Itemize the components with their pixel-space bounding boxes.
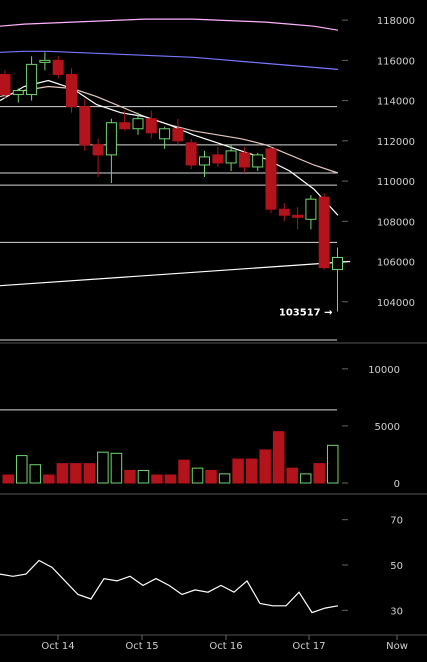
volume-bar xyxy=(259,449,271,484)
volume-bar xyxy=(205,469,217,484)
candle-body xyxy=(26,63,38,96)
volume-bar xyxy=(286,467,298,484)
price-axis-label: 116000 xyxy=(377,56,415,67)
candle-body xyxy=(0,73,11,96)
volume-bar xyxy=(83,463,96,484)
price-axis-label: 118000 xyxy=(377,16,415,27)
candle-body xyxy=(199,156,210,166)
oscillator-axis-label: 50 xyxy=(390,561,403,572)
x-axis: Oct 14 Oct 15 Oct 16 Oct 17 Now xyxy=(41,635,408,652)
price-annotation: 103517 → xyxy=(279,307,333,318)
x-axis-label: Oct 17 xyxy=(292,641,325,652)
volume-bar xyxy=(70,463,82,484)
volume-bar xyxy=(16,455,28,484)
x-axis-label: Now xyxy=(386,641,408,652)
volume-bar xyxy=(245,458,258,484)
candle-body xyxy=(92,144,104,156)
candle-body xyxy=(132,118,144,130)
volume-bar xyxy=(29,464,42,484)
volume-bar xyxy=(43,474,55,484)
candle-body xyxy=(265,148,277,210)
volume-bar xyxy=(191,467,204,484)
candle-body xyxy=(39,59,51,63)
candle-body xyxy=(225,150,237,164)
volume-bar xyxy=(97,451,109,484)
price-axis-label: 108000 xyxy=(377,217,415,228)
volume-bar xyxy=(218,473,231,484)
volume-bar xyxy=(124,469,136,484)
price-axis-label: 104000 xyxy=(377,298,415,309)
candle-body xyxy=(305,198,317,220)
price-series-line xyxy=(0,50,339,70)
price-axis-label: 112000 xyxy=(377,137,415,148)
x-axis-label: Oct 14 xyxy=(41,641,74,652)
x-axis-label: Oct 15 xyxy=(125,641,158,652)
price-series-line xyxy=(0,260,351,287)
candle-body xyxy=(238,152,250,168)
volume-bar xyxy=(326,444,339,484)
price-series-line xyxy=(0,79,339,216)
candle-body xyxy=(212,154,224,164)
candle-body xyxy=(145,118,157,134)
oscillator-panel: 30 50 70 xyxy=(0,516,403,617)
candle-body xyxy=(318,196,330,269)
volume-bar xyxy=(56,463,69,484)
price-panel: 104000 106000 108000 110000 112000 114000 1160… xyxy=(0,16,415,341)
candle-body xyxy=(292,214,304,218)
candle-body xyxy=(252,154,264,168)
price-axis-label: 106000 xyxy=(377,258,415,269)
volume-bar xyxy=(313,463,325,484)
candle-body xyxy=(159,128,171,140)
candle-body xyxy=(12,90,24,96)
volume-bar xyxy=(110,452,123,484)
volume-bar xyxy=(2,474,15,484)
candle-body xyxy=(172,128,184,142)
volume-bar xyxy=(164,474,177,484)
candle-body xyxy=(278,208,290,216)
oscillator-axis-label: 70 xyxy=(390,516,403,527)
volume-bar xyxy=(272,431,285,484)
volume-bar xyxy=(151,474,163,484)
price-series-line xyxy=(0,18,339,31)
x-axis-label: Oct 16 xyxy=(209,641,242,652)
oscillator-axis-label: 30 xyxy=(390,606,403,617)
candle-body xyxy=(332,257,343,271)
volume-bar xyxy=(178,459,190,484)
candle-body xyxy=(185,142,197,166)
oscillator-line xyxy=(0,559,339,614)
candle-body xyxy=(79,106,91,146)
volume-bar xyxy=(299,473,312,484)
volume-panel: 0 5000 10000 xyxy=(0,365,400,490)
volume-bar xyxy=(137,469,150,484)
candle-body xyxy=(119,122,131,130)
volume-axis-label: 5000 xyxy=(375,422,400,433)
candle-body xyxy=(66,73,77,108)
candle-body xyxy=(105,122,117,156)
volume-axis-label: 10000 xyxy=(368,365,400,376)
candle-body xyxy=(52,59,64,75)
price-axis-label: 110000 xyxy=(377,177,415,188)
volume-axis-label: 0 xyxy=(394,479,400,490)
volume-bar xyxy=(232,458,244,484)
price-axis-label: 114000 xyxy=(377,97,415,108)
